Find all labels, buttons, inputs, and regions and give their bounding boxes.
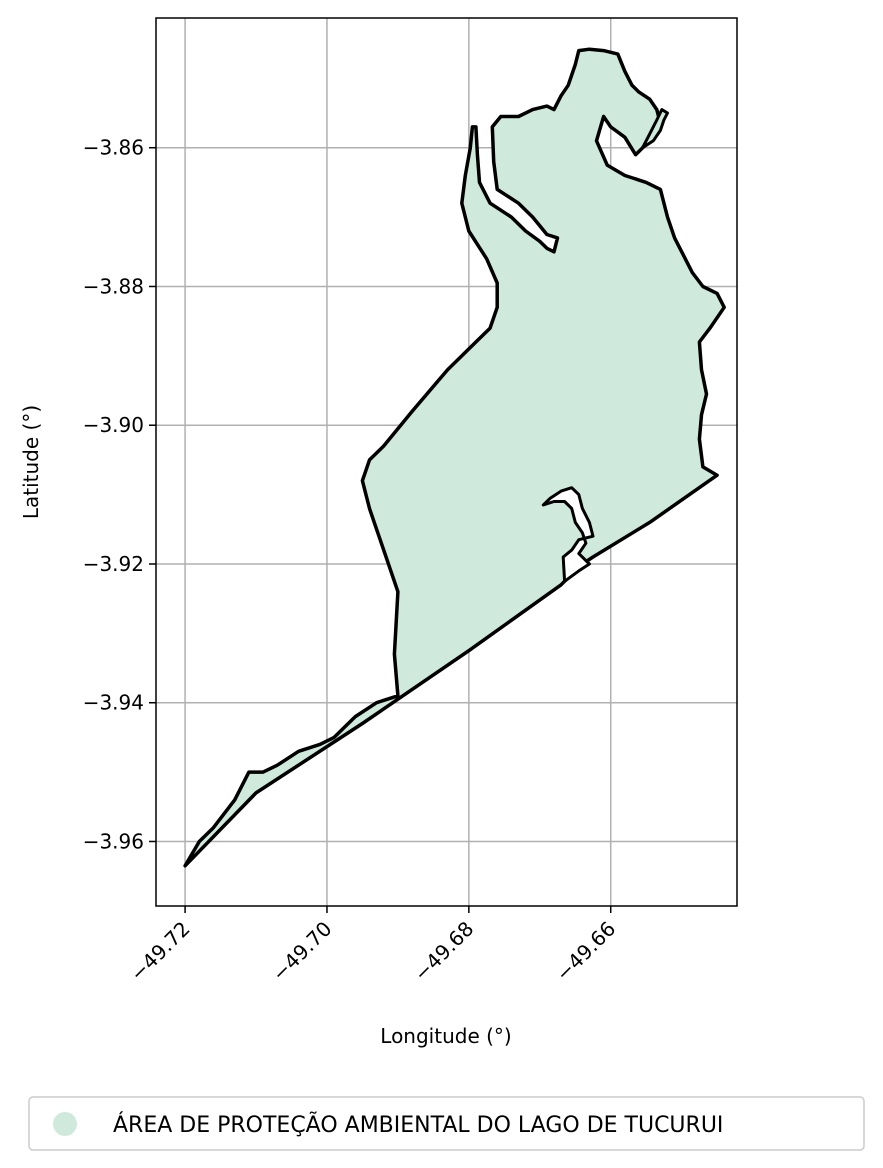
y-tick-label: −3.92 — [83, 552, 144, 576]
y-tick-label: −3.96 — [83, 829, 144, 853]
inlet-hole — [541, 486, 595, 583]
protected-area-polygon — [183, 47, 726, 868]
y-tick-label: −3.94 — [83, 691, 144, 715]
peninsula-polygon — [641, 108, 669, 150]
legend-marker — [53, 1112, 77, 1136]
legend-frame — [28, 1096, 865, 1151]
y-axis-title: Latitude (°) — [19, 405, 43, 519]
y-tick-label: −3.90 — [83, 413, 144, 437]
y-tick-label: −3.86 — [83, 136, 144, 160]
legend: ÁREA DE PROTEÇÃO AMBIENTAL DO LAGO DE TU… — [28, 1096, 865, 1151]
axes-frame — [155, 17, 738, 907]
y-tick-label: −3.88 — [83, 274, 144, 298]
x-axis-title: Longitude (°) — [380, 1024, 511, 1048]
legend-label: ÁREA DE PROTEÇÃO AMBIENTAL DO LAGO DE TU… — [113, 1111, 723, 1138]
protected-area-layer — [183, 47, 726, 868]
